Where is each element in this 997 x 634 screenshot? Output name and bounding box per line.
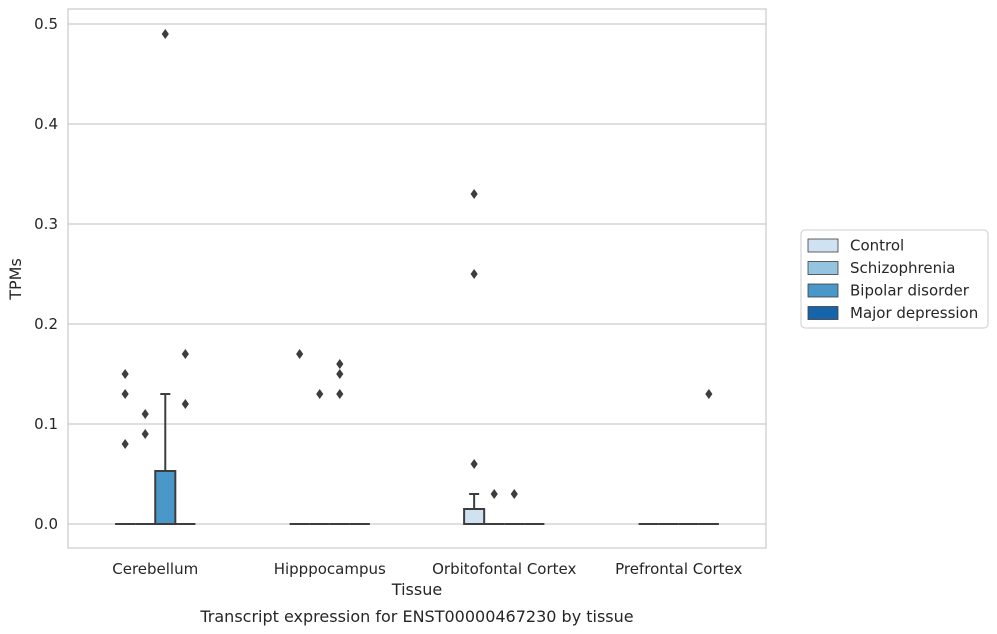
box-group (175, 349, 196, 525)
x-tick-label: Cerebellum (112, 560, 198, 578)
box-group (289, 349, 310, 525)
legend-frame (800, 229, 989, 329)
legend-label: Major depression (850, 304, 978, 322)
outlier-point (510, 489, 518, 499)
outlier-point (470, 459, 478, 469)
y-tick-label: 0.1 (34, 415, 58, 433)
box-group (309, 389, 330, 525)
legend-label: Bipolar disorder (850, 282, 970, 300)
outlier-point (121, 439, 129, 449)
legend: Control Schizophrenia Bipolar disorder Majo… (800, 229, 989, 329)
x-tick-label: Prefrontal Cortex (615, 560, 742, 578)
outlier-point (181, 399, 189, 409)
box-group (135, 409, 156, 525)
box-group (463, 189, 486, 525)
legend-swatch (807, 306, 839, 320)
x-tick-label: Orbitofontal Cortex (432, 560, 576, 578)
x-tick-labels: Cerebellum Hipppocampus Orbitofontal Corte… (112, 560, 742, 578)
y-tick-label: 0.2 (34, 315, 58, 333)
box-group (484, 489, 505, 525)
legend-label: Control (850, 237, 904, 255)
y-tick-label: 0.3 (34, 215, 58, 233)
outlier-point (121, 389, 129, 399)
outlier-point (181, 349, 189, 359)
outlier-point (316, 389, 324, 399)
y-tick-label: 0.4 (34, 115, 58, 133)
outlier-point (336, 389, 344, 399)
box-body (463, 508, 486, 525)
outlier-point (470, 189, 478, 199)
box-series (115, 29, 719, 525)
y-tick-label: 0.0 (34, 515, 58, 533)
outlier-point (336, 369, 344, 379)
x-tick-label: Hipppocampus (274, 560, 386, 578)
box-group (329, 359, 350, 525)
legend-swatch (807, 283, 839, 298)
legend-label: Schizophrenia (850, 259, 955, 277)
legend-swatch (807, 238, 839, 253)
outlier-point (141, 429, 149, 439)
outlier-point (336, 359, 344, 369)
figure-caption: Transcript expression for ENST0000046723… (199, 607, 633, 626)
outlier-point (121, 369, 129, 379)
outlier-point (141, 409, 149, 419)
box-group (154, 29, 177, 525)
box-group (504, 489, 525, 525)
outlier-point (296, 349, 304, 359)
plot-frame (67, 8, 767, 549)
outlier-point (161, 29, 169, 39)
y-tick-labels: 0.0 0.1 0.2 0.3 0.4 0.5 (34, 15, 58, 533)
legend-swatch (807, 261, 839, 275)
y-axis-title: TPMs (6, 258, 25, 301)
x-axis-title: Tissue (391, 580, 442, 599)
box-group (698, 389, 719, 525)
outlier-point (705, 389, 713, 399)
y-tick-label: 0.5 (34, 15, 58, 33)
outlier-point (490, 489, 498, 499)
box-group (115, 369, 136, 525)
box-body (154, 470, 177, 525)
outlier-point (470, 269, 478, 279)
